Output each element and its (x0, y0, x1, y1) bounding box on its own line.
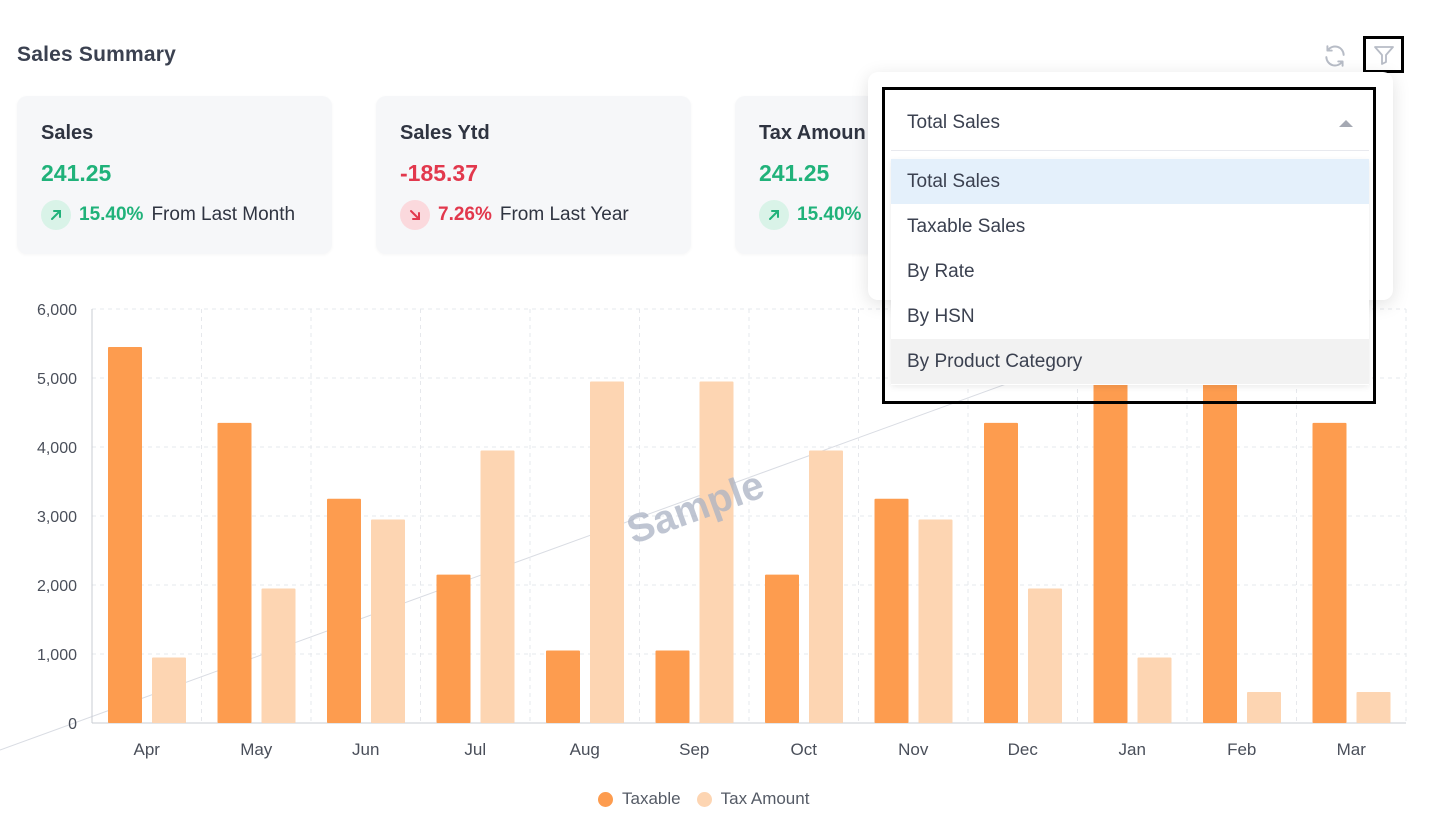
bar-taxable (217, 422, 252, 723)
x-tick-label: Apr (134, 740, 161, 759)
bar-taxable (1203, 346, 1237, 723)
x-tick-label: Sep (679, 740, 709, 759)
sales-type-select[interactable]: Total Sales (891, 96, 1369, 151)
bar-tax-amount (1356, 691, 1391, 723)
watermark-text: Sample (621, 463, 770, 553)
bar-tax-amount (1247, 691, 1281, 723)
stat-label: Tax Amoun (759, 122, 866, 144)
stat-period: From Last Year (499, 204, 629, 225)
select-value: Total Sales (907, 112, 1000, 133)
bar-tax-amount (699, 381, 734, 723)
x-tick-label: Dec (1008, 740, 1039, 759)
bar-tax-amount (1028, 588, 1062, 723)
bar-tax-amount (152, 657, 186, 723)
x-tick-label: Mar (1337, 740, 1367, 759)
arrow-up-right-icon (759, 200, 789, 230)
filter-icon[interactable] (1363, 36, 1404, 73)
bar-taxable (108, 346, 142, 723)
legend-marker (598, 791, 613, 807)
page-title: Sales Summary (17, 43, 177, 66)
legend-item-tax-amount[interactable]: Tax Amount (696, 789, 810, 809)
stat-percent: 15.40% (79, 204, 144, 225)
option-by-rate[interactable]: By Rate (907, 261, 975, 282)
bar-tax-amount (480, 450, 515, 723)
x-tick-label: Oct (791, 740, 818, 759)
arrow-up-right-icon (41, 200, 71, 230)
stat-percent: 7.26% (438, 204, 492, 225)
caret-up-icon (1339, 120, 1353, 127)
legend-label: Taxable (622, 789, 681, 808)
legend-label: Tax Amount (720, 789, 810, 808)
refresh-icon[interactable] (1318, 39, 1352, 73)
bar-taxable (655, 650, 690, 723)
stat-value: 241.25 (759, 160, 830, 186)
bar-taxable (984, 422, 1018, 723)
y-tick-label: 0 (68, 716, 77, 733)
bar-tax-amount (371, 519, 405, 723)
bar-tax-amount (809, 450, 843, 723)
x-tick-label: Aug (570, 740, 600, 759)
chart-legend: Taxable Tax Amount (598, 789, 825, 809)
stat-trend: 7.26% From Last Year (400, 200, 629, 230)
stat-percent: 15.40% (797, 204, 862, 225)
bar-tax-amount (918, 519, 953, 723)
x-tick-label: Nov (898, 740, 929, 759)
stat-card-sales-ytd: Sales Ytd -185.37 7.26% From Last Year (376, 96, 691, 254)
bar-taxable (327, 498, 361, 723)
legend-item-taxable[interactable]: Taxable (598, 789, 681, 809)
stat-period: From Last Month (151, 204, 296, 225)
stat-trend: 15.40% From Last Month (41, 200, 295, 230)
bar-tax-amount (590, 381, 624, 723)
stat-label: Sales (41, 122, 94, 144)
bar-tax-amount (1137, 657, 1172, 723)
stat-trend: 15.40% (759, 200, 869, 230)
stat-value: -185.37 (400, 160, 479, 186)
y-tick-label: 3,000 (37, 509, 77, 526)
y-tick-label: 4,000 (37, 440, 77, 457)
option-taxable-sales[interactable]: Taxable Sales (907, 216, 1026, 237)
x-tick-label: Jun (352, 740, 379, 759)
sales-bar-chart: 0 1,000 2,000 3,000 4,000 5,000 6,000 Apr May Jun… (0, 290, 1407, 759)
bar-tax-amount (261, 588, 296, 723)
legend-marker (696, 791, 712, 807)
y-tick-label: 1,000 (37, 647, 77, 664)
stat-label: Sales Ytd (400, 122, 490, 144)
y-tick-label: 5,000 (37, 371, 77, 388)
y-tick-label: 2,000 (37, 578, 77, 595)
dropdown-highlight-frame (882, 87, 1376, 404)
arrow-down-right-icon (400, 200, 430, 230)
option-total-sales[interactable]: Total Sales (891, 159, 1369, 204)
x-tick-label: Jan (1119, 740, 1146, 759)
bar-taxable (1312, 422, 1347, 723)
bar-taxable (1093, 346, 1128, 723)
x-tick-label: May (240, 740, 273, 759)
bar-taxable (546, 650, 580, 723)
option-by-product-category[interactable]: By Product Category (891, 339, 1369, 384)
stat-card-sales: Sales 241.25 15.40% From Last Month (17, 96, 332, 254)
y-tick-label: 6,000 (37, 302, 77, 319)
x-tick-label: Feb (1227, 740, 1256, 759)
bar-taxable (765, 574, 799, 723)
x-tick-label: Jul (464, 740, 486, 759)
option-by-hsn[interactable]: By HSN (907, 306, 975, 327)
bar-taxable (874, 498, 909, 723)
stat-value: 241.25 (41, 160, 112, 186)
bar-taxable (436, 574, 471, 723)
select-options-list: Total Sales Taxable Sales By Rate By HSN… (891, 159, 1369, 385)
